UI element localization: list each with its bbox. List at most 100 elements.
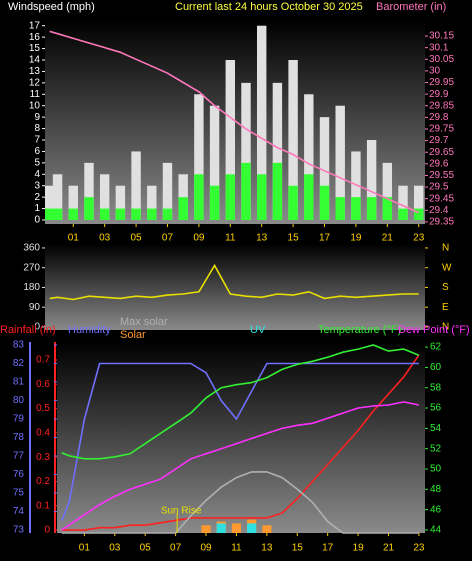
bar <box>201 525 211 533</box>
y2-tick-label: 52 <box>430 443 442 454</box>
bar <box>366 197 377 220</box>
y2-tick-label: 30.1 <box>429 42 449 53</box>
y2-tick-label: 29.8 <box>429 112 449 123</box>
bar <box>398 185 408 220</box>
bar <box>194 94 204 220</box>
bar <box>131 151 141 220</box>
y2-tick-label: 50 <box>430 464 442 475</box>
y3-tick-label: 0.6 <box>36 379 50 390</box>
bar <box>398 208 408 220</box>
bar <box>45 185 55 220</box>
y-tick-label: 270 <box>23 262 40 273</box>
x-tick-label: 07 <box>170 543 182 554</box>
y-tick-label: 77 <box>13 451 25 462</box>
x-tick-label: 05 <box>140 543 152 554</box>
x-tick-label: 17 <box>322 543 334 554</box>
bar <box>272 162 283 220</box>
bar <box>382 162 393 220</box>
x-tick-label: 19 <box>353 543 365 554</box>
y2-tick-label: N <box>442 243 449 254</box>
series-line <box>61 354 420 531</box>
y-tick-label: 16 <box>29 32 41 43</box>
y-tick-label: 3 <box>34 180 40 191</box>
y-tick-label: 12 <box>29 77 41 88</box>
bar <box>304 174 314 220</box>
y3-tick-label: 0.3 <box>36 452 50 463</box>
bar <box>247 523 257 533</box>
x-tick-label: 01 <box>68 233 80 244</box>
y-tick-label: 9 <box>34 112 40 123</box>
bar <box>351 151 361 220</box>
y-tick-label: 75 <box>13 488 25 499</box>
bar <box>52 174 63 220</box>
series-line <box>60 362 419 522</box>
y-tick-label: 78 <box>13 432 25 443</box>
y2-tick-label: 29.35 <box>429 217 454 228</box>
y2-tick-label: 29.45 <box>429 193 454 204</box>
y3-tick-label: 0.1 <box>36 500 50 511</box>
y2-tick-label: 30.15 <box>429 31 454 42</box>
x-tick-label: 17 <box>319 233 331 244</box>
x-tick-label: 23 <box>413 233 425 244</box>
x-tick-label: 07 <box>162 233 174 244</box>
y2-tick-label: 56 <box>430 403 442 414</box>
x-tick-label: 09 <box>200 543 212 554</box>
bar <box>216 523 226 533</box>
y2-tick-label: 54 <box>430 423 442 434</box>
y-tick-label: 11 <box>30 89 41 100</box>
y-tick-label: 360 <box>23 243 40 254</box>
y2-tick-label: W <box>442 262 452 273</box>
y2-tick-label: 29.85 <box>429 100 454 111</box>
bar <box>304 94 314 220</box>
y2-tick-label: E <box>442 302 449 313</box>
y-tick-label: 13 <box>29 66 41 77</box>
y2-tick-label: 29.4 <box>429 205 449 216</box>
y2-axis-label: Barometer (in) <box>376 1 446 13</box>
bar <box>414 185 424 220</box>
y2-tick-label: 29.75 <box>429 124 454 135</box>
bar <box>382 197 393 220</box>
bar <box>162 208 173 220</box>
y-tick-label: 90 <box>29 302 41 313</box>
chart-title: Current last 24 hours October 30 2025 <box>175 1 363 13</box>
y-tick-label: 0 <box>34 215 40 226</box>
y3-tick-label: 0.7 <box>36 355 50 366</box>
y3-tick-label: 0 <box>44 525 50 536</box>
bar <box>194 174 204 220</box>
bar <box>225 60 235 220</box>
legend-label: Temperature (°F) <box>318 324 401 336</box>
bar <box>84 162 94 220</box>
bar <box>99 174 110 220</box>
bar <box>288 60 298 220</box>
bar <box>366 140 377 220</box>
plot-area <box>45 244 425 330</box>
legend-label: Rainfall (in) <box>0 324 56 336</box>
x-tick-label: 09 <box>193 233 205 244</box>
y-tick-label: 79 <box>13 414 25 425</box>
x-tick-label: 15 <box>288 233 300 244</box>
bar <box>256 174 267 220</box>
bar <box>68 208 78 220</box>
bar <box>241 82 251 220</box>
y3-tick-label: 0.2 <box>36 476 50 487</box>
annotation: Sun Rise <box>161 506 202 517</box>
y-tick-label: 10 <box>29 100 41 111</box>
y2-tick-label: 62 <box>430 342 442 353</box>
y-tick-label: 2 <box>34 192 40 203</box>
y2-tick-label: 30.05 <box>429 54 454 65</box>
series-line <box>49 263 419 301</box>
bar <box>231 523 241 533</box>
bar <box>131 208 141 220</box>
y2-tick-label: 29.7 <box>429 135 449 146</box>
legend-label: UV <box>250 324 266 336</box>
bar <box>115 185 126 220</box>
legend-label: Solar <box>120 329 146 341</box>
y2-tick-label: 29.65 <box>429 147 454 158</box>
y-tick-label: 81 <box>13 377 25 388</box>
bar <box>209 105 220 220</box>
bar <box>414 208 424 220</box>
legend-label: Humidity <box>68 324 111 336</box>
bar <box>99 208 110 220</box>
